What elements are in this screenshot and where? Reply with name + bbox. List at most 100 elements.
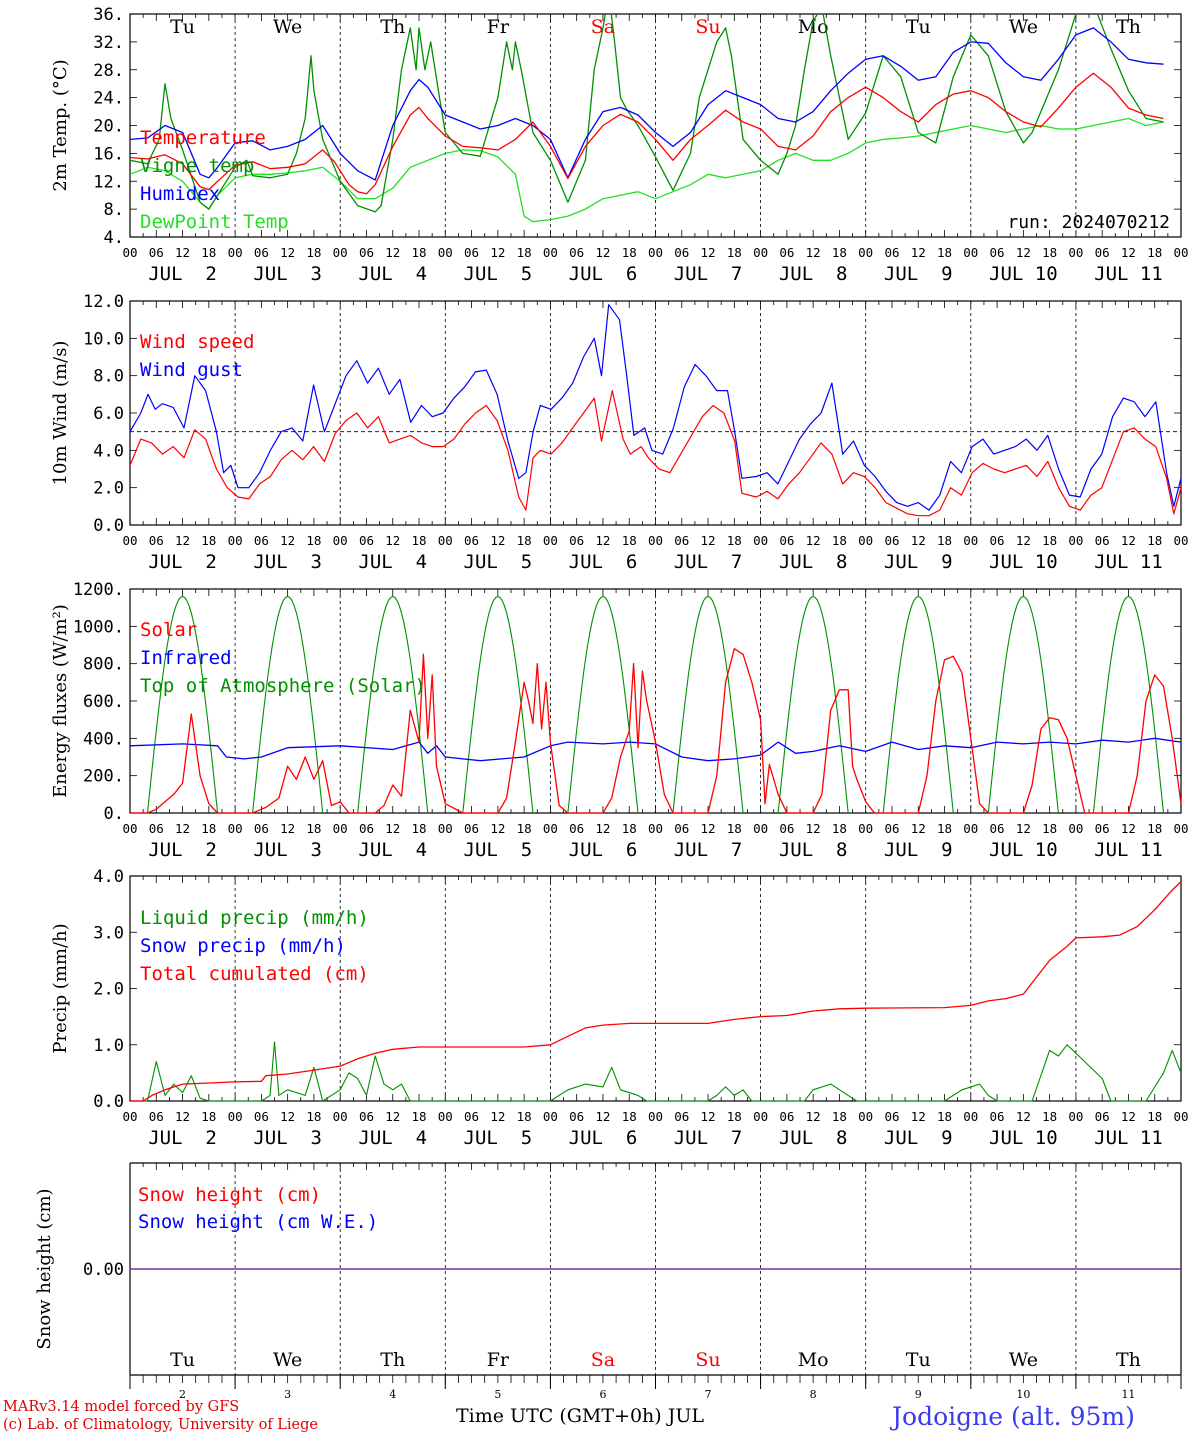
day-abbr-label: Th (380, 1349, 405, 1371)
station-name: Jodoigne (alt. 95m) (892, 1402, 1135, 1431)
x-hour-label: 06 (359, 1109, 374, 1124)
x-hour-label: 06 (569, 821, 584, 836)
x-hour-label: 06 (149, 821, 164, 836)
x-hour-label: 12 (490, 821, 505, 836)
x-hour-label: 00 (228, 1109, 243, 1124)
x-hour-label: 18 (1042, 533, 1057, 548)
legend-dewpoint-temp: DewPoint Temp (140, 211, 289, 233)
x-hour-label: 00 (122, 821, 137, 836)
x-hour-label: 00 (1068, 533, 1083, 548)
y-axis-label: Energy fluxes (W/m²) (50, 604, 71, 798)
x-date-label: JUL 2 (148, 839, 217, 861)
day-abbr-label: Tu (170, 1349, 195, 1371)
series-top-of-atmosphere-day (987, 595, 1059, 814)
legend-humidex: Humidex (140, 183, 220, 205)
x-hour-label: 18 (1042, 1109, 1057, 1124)
day-abbr-label: We (1009, 16, 1038, 38)
legend-vigne-temp: Vigne temp (140, 155, 254, 177)
y-tick-label: 4.0 (93, 441, 124, 461)
footer-credits: MARv3.14 model forced by GFS (c) Lab. of… (3, 1398, 318, 1434)
day-abbr-label: Th (1116, 1349, 1141, 1371)
run-label: run: 2024070212 (1007, 212, 1170, 233)
x-hour-label: 12 (1121, 1109, 1136, 1124)
x-hour-label: 12 (595, 245, 610, 260)
x-hour-label: 06 (464, 533, 479, 548)
x-hour-label: 18 (1147, 245, 1162, 260)
x-hour-label: 18 (411, 533, 426, 548)
x-hour-label: 00 (1068, 1109, 1083, 1124)
x-date-label: JUL 8 (779, 263, 848, 285)
x-hour-label: 06 (569, 245, 584, 260)
legend-snow-height-we: Snow height (cm W.E.) (138, 1211, 378, 1233)
x-hour-label: 12 (490, 245, 505, 260)
x-hour-label: 18 (937, 245, 952, 260)
x-hour-label: 18 (1042, 245, 1057, 260)
x-hour-label: 18 (201, 821, 216, 836)
x-hour-label: 06 (149, 533, 164, 548)
x-date-label: JUL 2 (148, 551, 217, 573)
x-date-label: JUL 8 (779, 551, 848, 573)
y-tick-label: 4. (104, 228, 124, 248)
x-hour-label: 18 (622, 1109, 637, 1124)
x-date-label: JUL 4 (358, 551, 427, 573)
y-tick-label: 28. (93, 61, 124, 81)
x-hour-label: 06 (884, 533, 899, 548)
x-date-label: JUL 10 (989, 551, 1058, 573)
legend-wind-speed: Wind speed (140, 331, 254, 353)
day-abbr-label: Tu (906, 16, 931, 38)
x-hour-label: 18 (727, 1109, 742, 1124)
x-hour-label: 06 (990, 533, 1005, 548)
y-tick-label: 8.0 (93, 367, 124, 387)
x-date-label: JUL 10 (989, 1127, 1058, 1149)
x-hour-label: 12 (490, 533, 505, 548)
x-hour-label: 06 (884, 821, 899, 836)
x-hour-label: 06 (359, 245, 374, 260)
x-date-label: JUL 5 (464, 551, 533, 573)
x-date-label: JUL 5 (464, 839, 533, 861)
x-hour-label: 18 (411, 245, 426, 260)
time-axis-label: Time UTC (GMT+0h) JUL (456, 1405, 704, 1427)
x-date-label: JUL 3 (253, 263, 322, 285)
day-abbr-label: Th (380, 16, 405, 38)
day-abbr-label: Fr (487, 16, 510, 38)
x-hour-label: 00 (228, 533, 243, 548)
x-hour-label: 00 (543, 533, 558, 548)
x-hour-label: 00 (753, 1109, 768, 1124)
x-hour-label: 00 (963, 1109, 978, 1124)
x-hour-label: 00 (858, 245, 873, 260)
x-hour-label: 12 (385, 821, 400, 836)
x-date-label: JUL 4 (358, 839, 427, 861)
day-abbr-label: Tu (906, 1349, 931, 1371)
x-date-label: JUL 8 (779, 839, 848, 861)
x-hour-label: 12 (806, 533, 821, 548)
y-axis-label: 10m Wind (m/s) (50, 341, 71, 486)
x-hour-label: 18 (1147, 821, 1162, 836)
x-hour-label: 06 (569, 533, 584, 548)
series-wind-gust (129, 304, 1182, 511)
x-hour-label: 00 (753, 533, 768, 548)
legend-infrared: Infrared (140, 647, 232, 669)
x-hour-label: 06 (674, 533, 689, 548)
series-top-of-atmosphere-day (252, 595, 324, 814)
x-hour-label: 18 (201, 533, 216, 548)
series-humidex (130, 27, 1164, 181)
x-hour-label: 00 (648, 245, 663, 260)
x-date-label: JUL 11 (1094, 1127, 1163, 1149)
series-top-of-atmosphere-day (357, 595, 429, 814)
x-hour-label: 00 (1068, 821, 1083, 836)
x-hour-label: 06 (674, 245, 689, 260)
day-number-label: 8 (810, 1388, 817, 1401)
legend-wind-gust: Wind gust (140, 359, 243, 381)
x-date-label: JUL 11 (1094, 839, 1163, 861)
series-top-of-atmosphere-day (672, 595, 744, 814)
y-tick-label: 6.0 (93, 404, 124, 424)
day-number-label: 7 (705, 1388, 712, 1401)
x-hour-label: 06 (254, 1109, 269, 1124)
x-hour-label: 00 (543, 1109, 558, 1124)
x-hour-label: 06 (990, 821, 1005, 836)
x-hour-label: 18 (832, 245, 847, 260)
x-hour-label: 18 (622, 821, 637, 836)
x-hour-label: 12 (595, 533, 610, 548)
x-hour-label: 00 (963, 245, 978, 260)
x-hour-label: 00 (1173, 533, 1188, 548)
